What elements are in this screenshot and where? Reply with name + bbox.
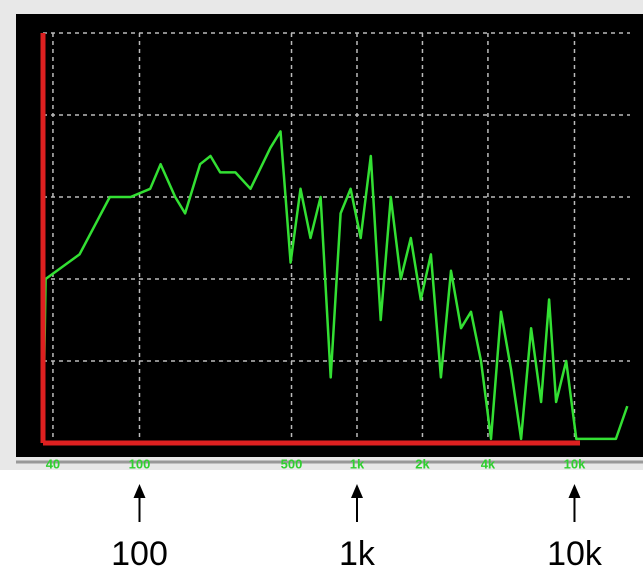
spectrum-line: [41, 130, 629, 444]
annotation-arrowhead: [350, 484, 363, 498]
x-tick-label: 100: [129, 456, 151, 471]
annotation-label: 1k: [339, 535, 376, 573]
x-tick-label: 40: [46, 456, 60, 471]
x-tick-label: 2k: [415, 456, 430, 471]
annotation-arrowhead: [133, 484, 146, 498]
x-tick-label: 1k: [350, 456, 365, 471]
x-tick-label: 10k: [564, 456, 586, 471]
annotation-label: 100: [111, 535, 168, 573]
annotation-label: 10k: [547, 535, 603, 573]
x-tick-label: 500: [281, 456, 303, 471]
analyzer-display: [16, 14, 643, 457]
annotation-arrowhead: [568, 484, 581, 498]
x-tick-label: 4k: [481, 456, 496, 471]
